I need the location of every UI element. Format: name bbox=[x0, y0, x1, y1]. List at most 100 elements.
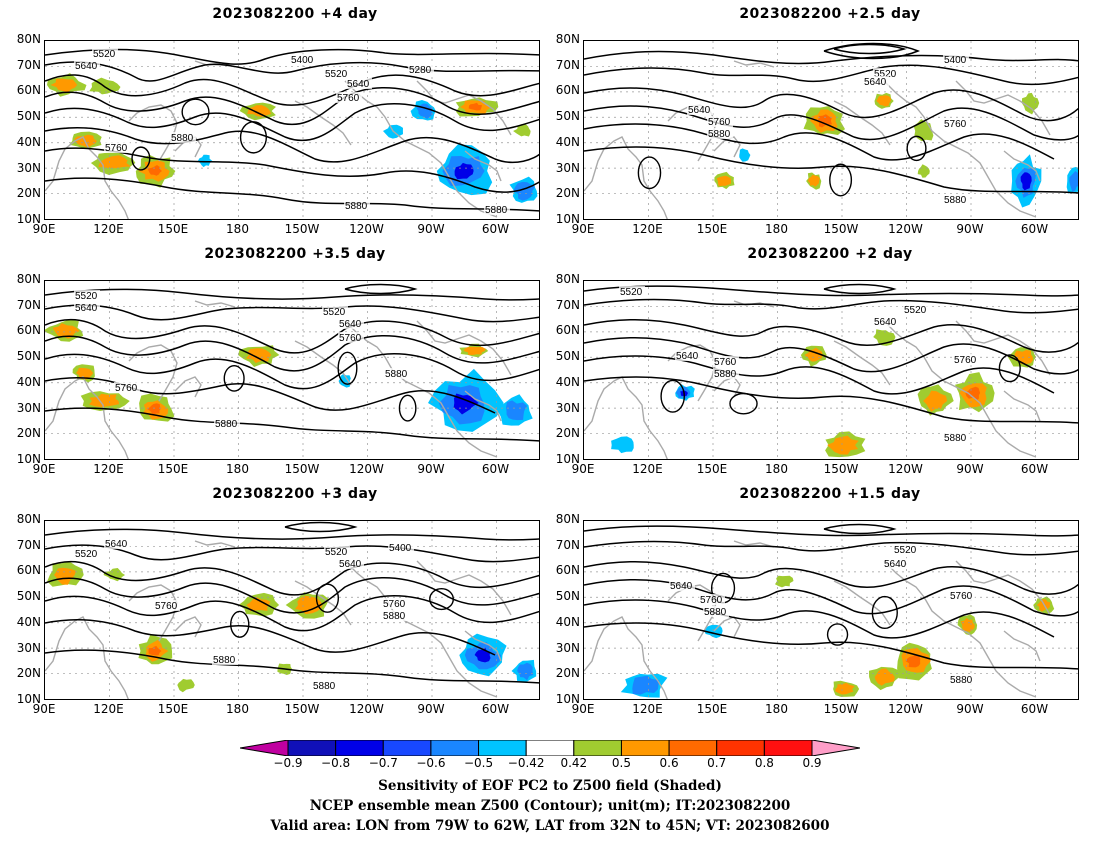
coastline bbox=[1003, 390, 1041, 422]
contour-label: 5760 bbox=[337, 93, 360, 104]
z500-contour bbox=[45, 528, 539, 541]
contour-label: 5640 bbox=[688, 105, 711, 116]
colorbar-tick-label: −0.6 bbox=[416, 756, 446, 770]
contour-label: 5400 bbox=[389, 543, 412, 554]
contour-label: 5880 bbox=[171, 133, 194, 144]
z500-contour bbox=[45, 649, 539, 684]
lat-label: 50N bbox=[16, 349, 41, 364]
contour-label: 5640 bbox=[864, 77, 887, 88]
lon-label: 150W bbox=[284, 462, 320, 476]
contour-label: 5880 bbox=[944, 195, 967, 206]
lon-label: 90E bbox=[571, 462, 595, 476]
negative-sensitivity-area bbox=[611, 436, 634, 454]
z500-contour bbox=[823, 42, 920, 60]
z500-closed-contour bbox=[239, 121, 268, 154]
lon-label: 90W bbox=[417, 222, 445, 236]
coastline bbox=[464, 150, 502, 182]
z500-contour bbox=[823, 283, 897, 295]
z500-contour bbox=[45, 288, 539, 301]
z500-contour bbox=[584, 298, 1078, 314]
positive-sensitivity-area bbox=[923, 390, 948, 412]
colorbar-segment bbox=[525, 740, 575, 756]
lat-label: 70N bbox=[16, 57, 41, 72]
positive-sensitivity-area bbox=[147, 165, 162, 176]
lon-label: 120W bbox=[888, 462, 923, 476]
lon-label: 120W bbox=[349, 462, 384, 476]
positive-sensitivity-area bbox=[98, 155, 131, 169]
z500-closed-contour bbox=[906, 135, 927, 162]
contour-label: 5520 bbox=[75, 291, 98, 302]
lat-label: 80N bbox=[555, 32, 580, 46]
positive-sensitivity-area bbox=[827, 435, 859, 455]
lon-label: 150W bbox=[284, 702, 320, 716]
coastline bbox=[128, 104, 178, 162]
colorbar-tick-label: 0.5 bbox=[611, 756, 631, 770]
z500-closed-contour bbox=[829, 163, 853, 197]
lat-label: 10N bbox=[555, 692, 580, 706]
contour-label: 5640 bbox=[105, 539, 128, 550]
lat-label: 50N bbox=[555, 589, 580, 604]
negative-sensitivity-area bbox=[1069, 171, 1078, 193]
panel-title-6: 2023082200 +1.5 day bbox=[739, 486, 921, 502]
coastline bbox=[174, 376, 202, 398]
z500-closed-contour bbox=[660, 379, 686, 413]
map-panel-6: 5520 5640 5640 5760 5880 5760 5880 bbox=[583, 520, 1079, 700]
lon-label: 90E bbox=[32, 462, 56, 476]
colorbar-min-arrow bbox=[240, 740, 289, 756]
contour-label: 5640 bbox=[75, 61, 98, 72]
z500-contour bbox=[584, 525, 1078, 537]
contour-label: 5880 bbox=[383, 611, 406, 622]
lat-label: 60N bbox=[16, 323, 41, 338]
coastline bbox=[416, 80, 512, 136]
lat-label: 40N bbox=[16, 614, 41, 629]
coastline bbox=[713, 376, 741, 398]
colorbar-tick-label: 0.42 bbox=[560, 756, 588, 770]
negative-sensitivity-area bbox=[1020, 172, 1032, 191]
lat-label: 40N bbox=[555, 614, 580, 629]
z500-contour bbox=[45, 577, 539, 614]
colorbar-tick-label: 0.6 bbox=[659, 756, 679, 770]
lat-label: 20N bbox=[555, 426, 580, 441]
lat-label: 30N bbox=[16, 400, 41, 415]
lon-label: 150E bbox=[157, 222, 189, 236]
contour-label: 5400 bbox=[291, 55, 314, 66]
lon-label: 120E bbox=[632, 702, 663, 716]
lon-label: 180 bbox=[226, 702, 249, 716]
z500-contour bbox=[584, 578, 1078, 617]
contour-label: 5880 bbox=[714, 369, 737, 380]
z500-contour bbox=[45, 87, 539, 126]
map-panel-1: 5520 5640 5400 5280 5520 5640 5760 5760 5880 5880… bbox=[44, 40, 540, 220]
coastline bbox=[584, 376, 668, 459]
z500-contour bbox=[584, 318, 1078, 353]
z500-contour bbox=[584, 285, 1078, 297]
colorbar-segment bbox=[620, 740, 670, 756]
contour-label: 5760 bbox=[954, 355, 977, 366]
map-panel-4: 5520 5520 5640 5640 5760 5880 5760 5880 bbox=[583, 280, 1079, 460]
lat-label: 60N bbox=[555, 563, 580, 578]
z500-closed-contour bbox=[181, 98, 210, 126]
positive-sensitivity-area bbox=[148, 645, 162, 656]
positive-sensitivity-area bbox=[247, 105, 271, 117]
z500-contour bbox=[584, 146, 1078, 194]
lon-label: 150W bbox=[823, 702, 859, 716]
z500-contour bbox=[584, 336, 1078, 375]
lat-label: 40N bbox=[16, 134, 41, 149]
contour-label: 5880 bbox=[345, 201, 368, 212]
z500-closed-contour bbox=[230, 610, 250, 638]
coastline bbox=[294, 340, 352, 386]
coastline bbox=[45, 136, 129, 219]
panel-title-4: 2023082200 +2 day bbox=[747, 246, 913, 262]
panel-title-5: 2023082200 +3 day bbox=[212, 486, 378, 502]
lat-label: 30N bbox=[16, 160, 41, 175]
contour-label: 5760 bbox=[155, 601, 178, 612]
coastline bbox=[128, 584, 178, 642]
coastline bbox=[344, 560, 498, 698]
lon-label: 90E bbox=[571, 222, 595, 236]
contour-label: 5760 bbox=[339, 333, 362, 344]
contour-label: 5880 bbox=[704, 607, 727, 618]
positive-sensitivity-area bbox=[876, 95, 891, 107]
lon-label: 120E bbox=[632, 222, 663, 236]
contour-label: 5880 bbox=[215, 419, 238, 430]
